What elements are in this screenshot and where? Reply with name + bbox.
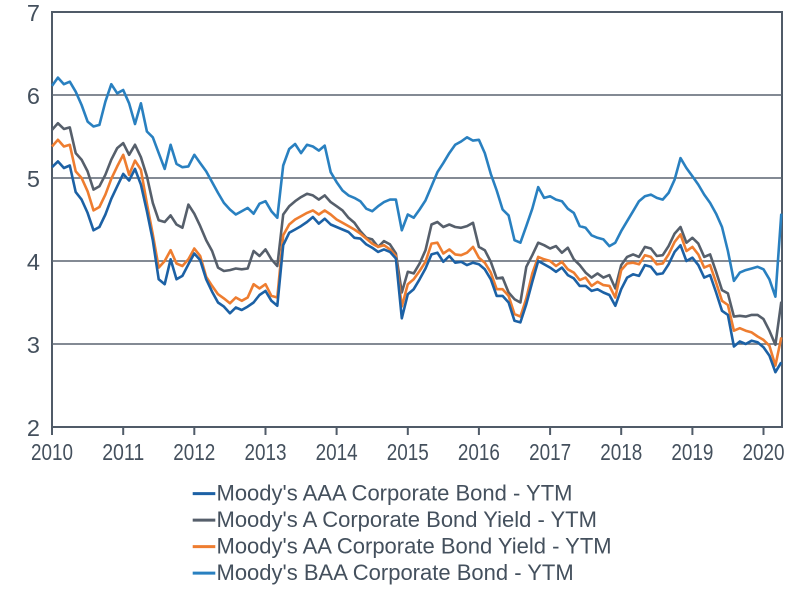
svg-text:7: 7 <box>27 0 40 26</box>
svg-text:2010: 2010 <box>31 439 73 465</box>
svg-text:2019: 2019 <box>671 439 713 465</box>
svg-text:2020: 2020 <box>743 439 785 465</box>
svg-text:Moody's BAA Corporate Bond - Y: Moody's BAA Corporate Bond - YTM <box>217 560 574 585</box>
svg-text:Moody's AAA Corporate Bond - Y: Moody's AAA Corporate Bond - YTM <box>217 481 573 506</box>
svg-text:2012: 2012 <box>173 439 215 465</box>
svg-text:2016: 2016 <box>458 439 500 465</box>
svg-text:2013: 2013 <box>245 439 287 465</box>
svg-text:2014: 2014 <box>316 439 358 465</box>
svg-text:2011: 2011 <box>102 439 144 465</box>
svg-text:3: 3 <box>27 332 40 358</box>
svg-text:Moody's A Corporate Bond Yield: Moody's A Corporate Bond Yield - YTM <box>217 507 597 532</box>
svg-text:Moody's AA Corporate Bond Yiel: Moody's AA Corporate Bond Yield - YTM <box>217 534 612 559</box>
svg-text:6: 6 <box>27 83 40 109</box>
svg-text:4: 4 <box>27 249 40 275</box>
svg-text:2015: 2015 <box>387 439 429 465</box>
svg-text:2: 2 <box>27 415 40 441</box>
svg-text:2018: 2018 <box>600 439 642 465</box>
svg-text:5: 5 <box>27 166 40 192</box>
svg-text:2017: 2017 <box>529 439 571 465</box>
